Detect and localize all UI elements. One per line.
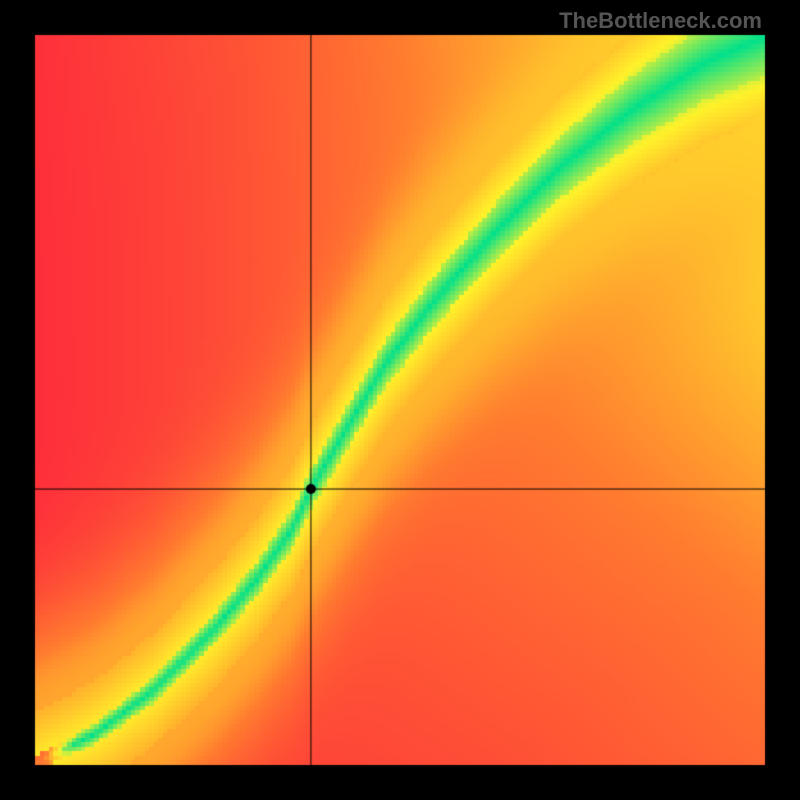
heatmap-canvas bbox=[0, 0, 800, 800]
watermark-text: TheBottleneck.com bbox=[559, 8, 762, 34]
root-container: TheBottleneck.com bbox=[0, 0, 800, 800]
